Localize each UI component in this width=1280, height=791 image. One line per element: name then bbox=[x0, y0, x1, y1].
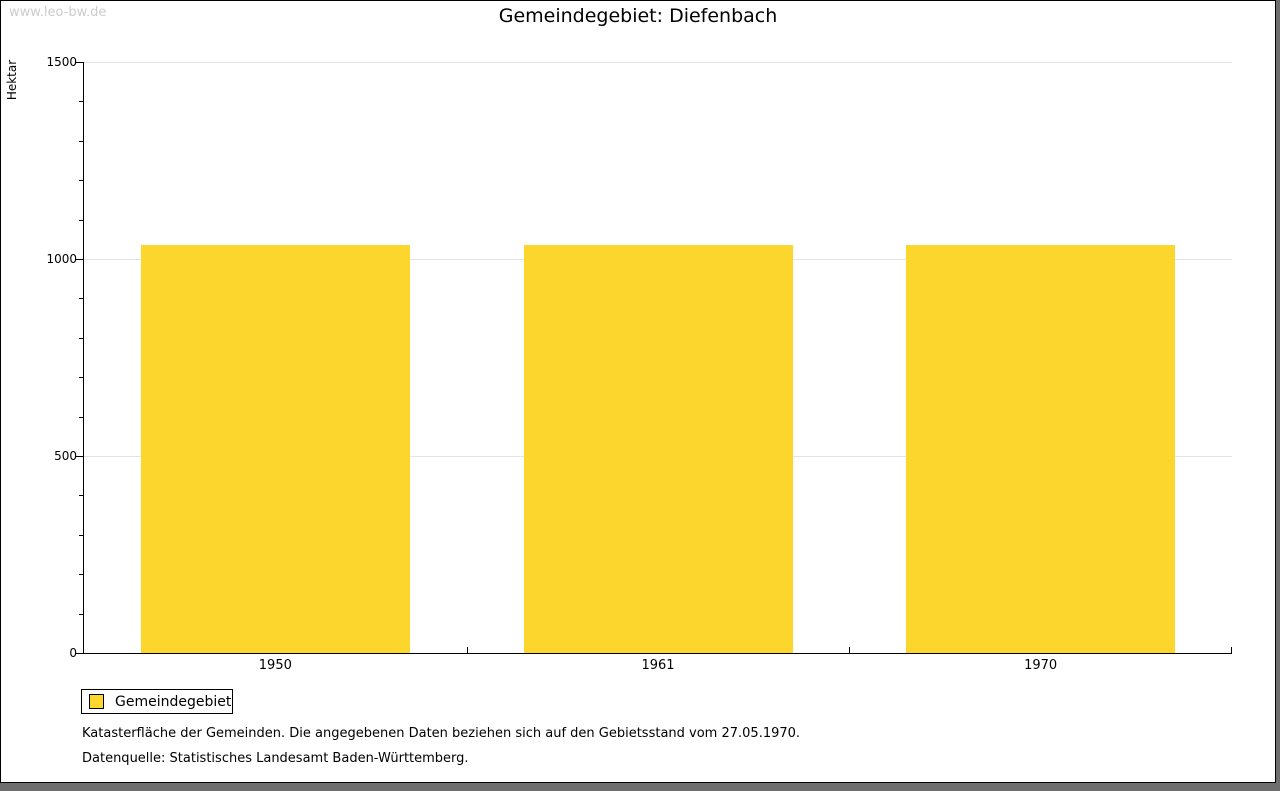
y-tick-600 bbox=[79, 416, 83, 418]
bar-1970 bbox=[906, 245, 1176, 653]
chart-note: Katasterfläche der Gemeinden. Die angege… bbox=[82, 726, 801, 741]
y-tick-0 bbox=[76, 653, 83, 654]
y-tick-800 bbox=[79, 337, 83, 339]
y-tick-400 bbox=[79, 495, 83, 497]
y-tick-label-1500: 1500 bbox=[46, 55, 77, 69]
y-tick-500 bbox=[76, 456, 83, 457]
y-tick-label-0: 0 bbox=[69, 646, 77, 660]
legend-label: Gemeindegebiet bbox=[115, 693, 232, 710]
x-axis-tick bbox=[1231, 647, 1232, 653]
watermark: www.leo-bw.de bbox=[9, 5, 107, 20]
x-axis-label-1950: 1950 bbox=[258, 658, 292, 673]
y-tick-1200 bbox=[79, 180, 83, 182]
chart-source: Datenquelle: Statistisches Landesamt Bad… bbox=[82, 751, 469, 766]
y-tick-300 bbox=[79, 534, 83, 536]
y-tick-1300 bbox=[79, 140, 83, 142]
legend: Gemeindegebiet bbox=[81, 689, 233, 714]
y-tick-1500 bbox=[76, 62, 83, 63]
y-tick-label-1000: 1000 bbox=[46, 252, 77, 266]
y-tick-label-500: 500 bbox=[54, 449, 77, 463]
plot-area: 1950 1961 1970 bbox=[76, 62, 1232, 673]
y-tick-100 bbox=[79, 613, 83, 615]
gridline-1500 bbox=[84, 62, 1232, 63]
y-tick-900 bbox=[79, 298, 83, 300]
x-axis-tick bbox=[466, 647, 468, 653]
y-axis: 0 500 1000 1500 bbox=[1, 55, 77, 660]
x-axis-label-1970: 1970 bbox=[1024, 658, 1058, 673]
y-tick-1100 bbox=[79, 219, 83, 221]
y-tick-700 bbox=[79, 377, 83, 379]
x-axis-tick bbox=[849, 647, 851, 653]
x-axis-label-1961: 1961 bbox=[641, 658, 675, 673]
bar-1961 bbox=[523, 245, 793, 653]
bar-1950 bbox=[140, 245, 410, 653]
chart-title: Gemeindegebiet: Diefenbach bbox=[498, 5, 778, 27]
y-tick-1400 bbox=[79, 101, 83, 103]
y-tick-1000 bbox=[76, 259, 83, 260]
legend-swatch-icon bbox=[89, 694, 104, 709]
y-tick-200 bbox=[79, 574, 83, 576]
